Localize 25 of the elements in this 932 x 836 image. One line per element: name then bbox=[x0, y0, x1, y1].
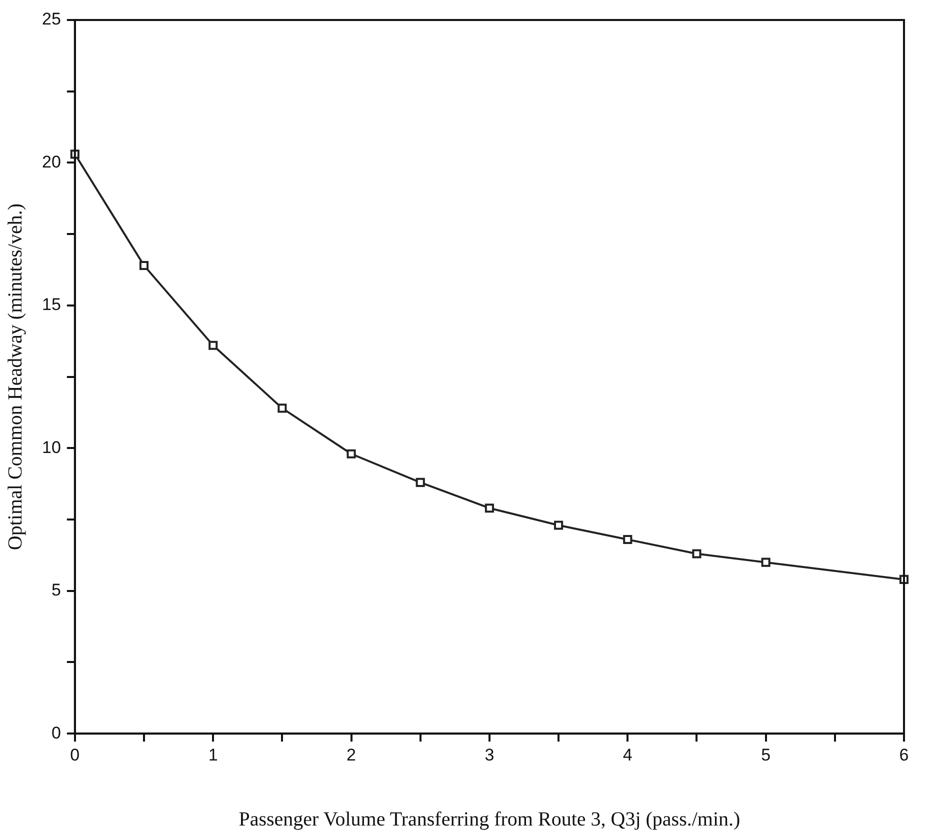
point bbox=[139, 260, 149, 270]
y-tick-label: 0 bbox=[51, 723, 61, 742]
x-tick-label: 6 bbox=[899, 745, 909, 764]
y-tick-label: 20 bbox=[42, 152, 61, 172]
y-tick-label: 25 bbox=[42, 10, 61, 29]
point bbox=[278, 404, 287, 413]
x-tick-label: 0 bbox=[70, 745, 80, 764]
point bbox=[208, 340, 218, 350]
point bbox=[484, 504, 494, 513]
y-tick-label: 10 bbox=[42, 438, 61, 457]
point bbox=[554, 520, 564, 530]
point bbox=[346, 449, 356, 458]
point bbox=[692, 549, 702, 558]
point bbox=[416, 478, 425, 487]
x-tick-label: 2 bbox=[346, 745, 356, 764]
x-tick-label: 5 bbox=[761, 745, 771, 764]
y-tick-label: 5 bbox=[51, 580, 61, 600]
x-tick-label: 3 bbox=[484, 745, 494, 764]
x-axis-title: Passenger Volume Transferring from Route 3, Q3j (pass./min.) bbox=[238, 808, 740, 830]
x-tick-label: 1 bbox=[208, 745, 218, 764]
x-tick-label: 4 bbox=[622, 745, 632, 764]
y-axis-title: Optimal Common Headway (minutes/veh.) bbox=[4, 203, 26, 550]
y-tick-label: 15 bbox=[42, 295, 61, 314]
point bbox=[623, 534, 632, 544]
point bbox=[761, 558, 770, 567]
